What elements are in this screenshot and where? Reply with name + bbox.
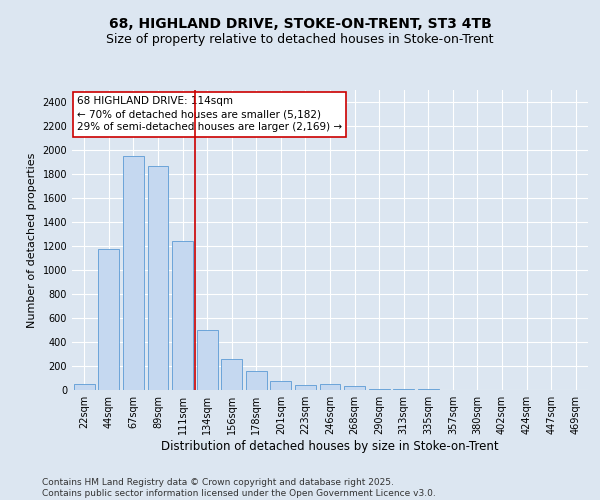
Bar [221, 359, 242, 390]
Bar [368, 389, 389, 390]
Bar [246, 371, 267, 390]
Bar [344, 386, 365, 390]
Text: Contains HM Land Registry data © Crown copyright and database right 2025.
Contai: Contains HM Land Registry data © Crown c… [42, 478, 436, 498]
Bar [74, 384, 95, 390]
X-axis label: Distribution of detached houses by size in Stoke-on-Trent: Distribution of detached houses by size … [161, 440, 499, 453]
Text: Size of property relative to detached houses in Stoke-on-Trent: Size of property relative to detached ho… [106, 32, 494, 46]
Bar [148, 166, 169, 390]
Bar [271, 381, 292, 390]
Bar [98, 249, 119, 390]
Bar [197, 330, 218, 390]
Text: 68, HIGHLAND DRIVE, STOKE-ON-TRENT, ST3 4TB: 68, HIGHLAND DRIVE, STOKE-ON-TRENT, ST3 … [109, 18, 491, 32]
Bar [320, 384, 340, 390]
Text: 68 HIGHLAND DRIVE: 114sqm
← 70% of detached houses are smaller (5,182)
29% of se: 68 HIGHLAND DRIVE: 114sqm ← 70% of detac… [77, 96, 342, 132]
Bar [295, 384, 316, 390]
Bar [123, 156, 144, 390]
Y-axis label: Number of detached properties: Number of detached properties [27, 152, 37, 328]
Bar [172, 241, 193, 390]
